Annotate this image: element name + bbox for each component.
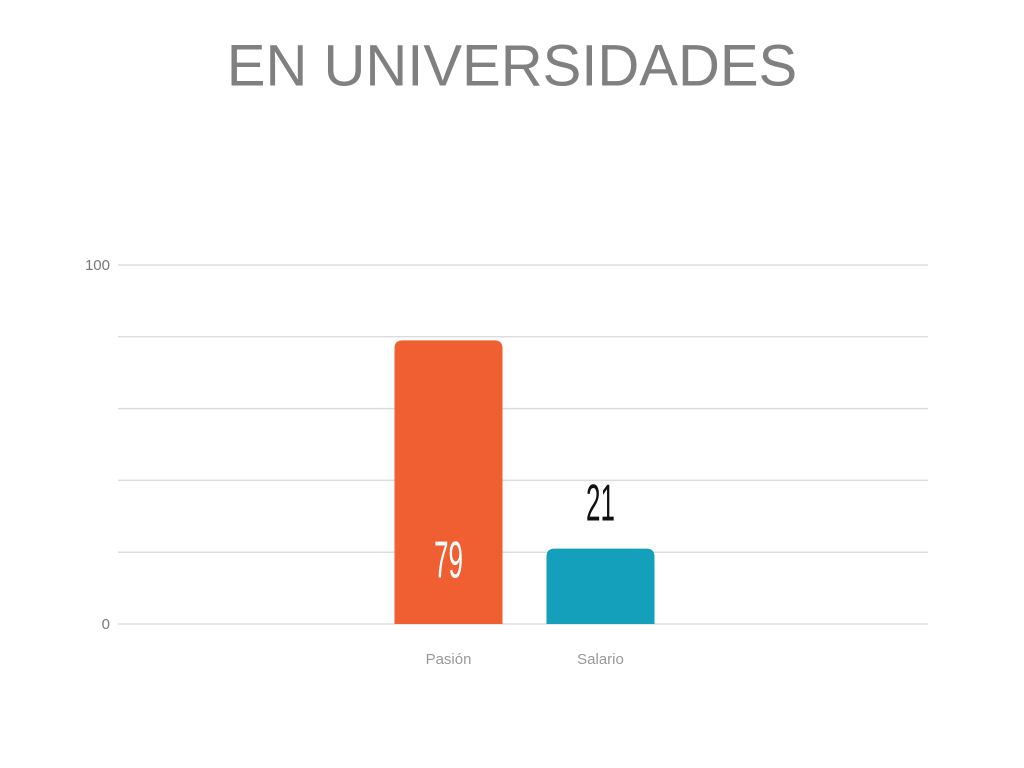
chart-title: EN UNIVERSIDADES [227,33,797,98]
value-label: 79 [434,531,463,589]
bar [394,340,503,624]
bar [546,548,655,624]
x-tick-label: Pasión [426,651,472,668]
x-tick-label: Salario [577,651,624,668]
y-tick-label: 0 [102,616,110,633]
value-label: 21 [586,474,615,532]
y-tick-label: 100 [85,257,110,274]
